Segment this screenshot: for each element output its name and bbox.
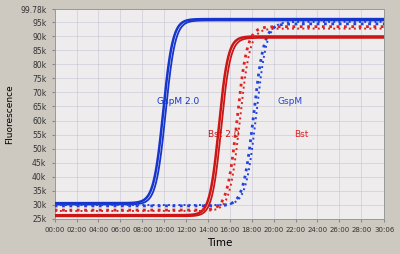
Text: Bst 2.0: Bst 2.0	[208, 130, 240, 139]
X-axis label: Time: Time	[207, 239, 232, 248]
Text: Bst: Bst	[294, 130, 308, 139]
Text: GspM: GspM	[277, 97, 302, 106]
Text: GspM 2.0: GspM 2.0	[157, 97, 199, 106]
Y-axis label: Fluorescence: Fluorescence	[6, 84, 14, 144]
